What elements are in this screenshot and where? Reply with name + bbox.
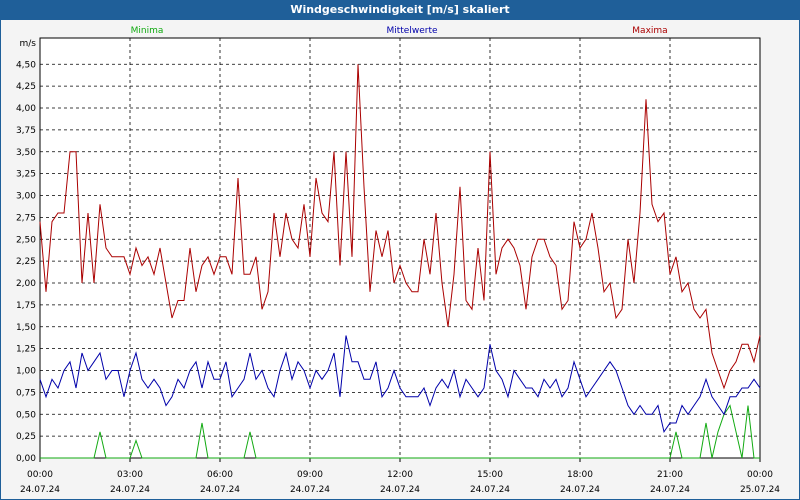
y-tick-label: 0,50 [16,410,36,420]
series-line-minima [40,404,760,459]
y-axis-unit: m/s [20,39,37,49]
y-tick-label: 2,25 [16,257,36,267]
y-tick-label: 1,00 [16,367,36,377]
legend-maxima: Maxima [632,26,667,36]
y-tick-label: 1,75 [16,301,36,311]
x-tick-date: 24.07.24 [470,485,510,495]
x-tick-date: 24.07.24 [560,485,600,495]
x-tick-time: 00:00 [27,470,53,480]
y-tick-label: 2,00 [16,279,36,289]
y-tick-label: 3,00 [16,192,36,202]
x-tick-date: 24.07.24 [380,485,420,495]
x-tick-date: 24.07.24 [290,485,330,495]
y-tick-label: 0,25 [16,432,36,442]
y-tick-label: 4,50 [16,60,36,70]
y-tick-label: 3,50 [16,148,36,158]
series-line-mittelwerte [39,335,761,434]
series-line-maxima [39,64,761,390]
x-tick-time: 09:00 [297,470,323,480]
x-tick-time: 21:00 [657,470,683,480]
x-tick-date: 24.07.24 [200,485,240,495]
y-tick-label: 4,25 [16,82,36,92]
window-title: Windgeschwindigkeit [m/s] skaliert [0,0,800,20]
y-tick-label: 2,75 [16,213,36,223]
x-tick-date: 24.07.24 [650,485,690,495]
x-tick-date: 24.07.24 [20,485,60,495]
legend-mittelwerte: Mittelwerte [386,26,437,36]
x-tick-time: 18:00 [567,470,593,480]
y-tick-label: 1,25 [16,345,36,355]
x-tick-time: 03:00 [117,470,143,480]
x-tick-time: 12:00 [387,470,413,480]
y-tick-label: 0,00 [16,454,36,464]
x-tick-time: 06:00 [207,470,233,480]
x-tick-time: 00:00 [747,470,773,480]
y-tick-label: 2,50 [16,235,36,245]
x-tick-date: 25.07.24 [740,485,780,495]
legend-minima: Minima [131,26,164,36]
x-tick-time: 15:00 [477,470,503,480]
y-tick-label: 4,00 [16,104,36,114]
y-tick-label: 3,25 [16,170,36,180]
y-tick-label: 0,75 [16,388,36,398]
y-tick-label: 3,75 [16,126,36,136]
y-tick-label: 1,50 [16,323,36,333]
x-tick-date: 24.07.24 [110,485,150,495]
